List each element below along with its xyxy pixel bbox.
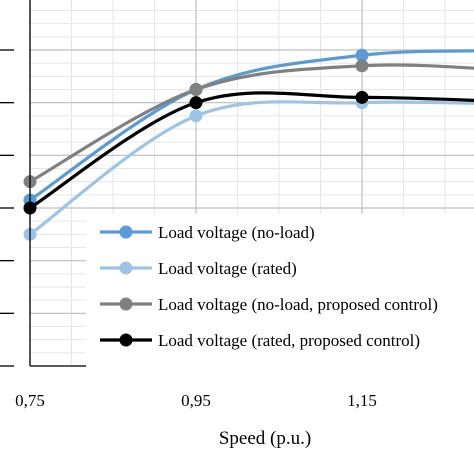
series-point bbox=[189, 83, 203, 96]
x-axis-tick-labels: 0,750,951,151,35 bbox=[15, 391, 377, 410]
legend-marker bbox=[119, 261, 133, 275]
legend-label: Load voltage (no-load) bbox=[158, 223, 315, 242]
legend-label: Load voltage (no-load, proposed control) bbox=[158, 295, 438, 314]
legend-marker bbox=[119, 333, 133, 347]
legend-box bbox=[86, 214, 474, 370]
x-tick-label: 1,15 bbox=[347, 391, 377, 410]
series-point bbox=[355, 90, 369, 104]
series-line bbox=[29, 91, 474, 210]
legend: Load voltage (no-load) Load voltage (rate… bbox=[86, 214, 474, 370]
legend-marker bbox=[119, 297, 133, 311]
y-axis-tick-marks bbox=[0, 49, 14, 367]
series-point bbox=[355, 59, 369, 73]
x-tick-label: 0,95 bbox=[181, 391, 211, 410]
legend-marker bbox=[119, 225, 133, 239]
series-point bbox=[355, 48, 369, 62]
series-line bbox=[29, 100, 474, 236]
legend-label: Load voltage (rated, proposed control) bbox=[158, 331, 420, 350]
series-line bbox=[29, 49, 474, 202]
legend-label: Load voltage (rated) bbox=[158, 259, 297, 278]
x-axis-title: Speed (p.u.) bbox=[219, 428, 311, 449]
series-point bbox=[189, 96, 203, 110]
x-tick-label: 0,75 bbox=[15, 391, 45, 410]
series-layer bbox=[23, 48, 474, 241]
series-line bbox=[29, 63, 474, 184]
series-point bbox=[189, 109, 203, 123]
